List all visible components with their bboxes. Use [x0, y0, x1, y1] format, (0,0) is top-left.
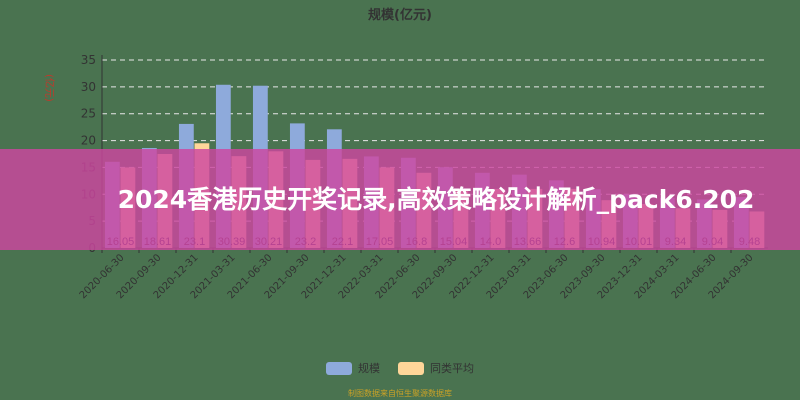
footnote: 制图数据来自恒生聚源数据库 [348, 389, 452, 398]
legend-label: 同类平均 [430, 362, 474, 375]
y-tick-label: 35 [81, 53, 96, 67]
legend-label: 规模 [358, 362, 380, 375]
legend-item-scale[interactable]: 规模 [326, 360, 380, 376]
legend-swatch [398, 361, 424, 375]
y-tick-label: 30 [81, 80, 96, 94]
chart-title: 规模(亿元) [368, 8, 432, 23]
y-tick-label: 20 [81, 134, 96, 148]
overlay-banner: 2024香港历史开奖记录,高效策略设计解析_pack6.202 [0, 149, 800, 250]
legend-item-peer-average[interactable]: 同类平均 [398, 360, 474, 376]
y-tick-label: 25 [81, 107, 96, 121]
legend-swatch [326, 361, 352, 375]
banner-text: 2024香港历史开奖记录,高效策略设计解析_pack6.202 [117, 184, 755, 214]
legend: 规模 同类平均 [0, 360, 800, 376]
